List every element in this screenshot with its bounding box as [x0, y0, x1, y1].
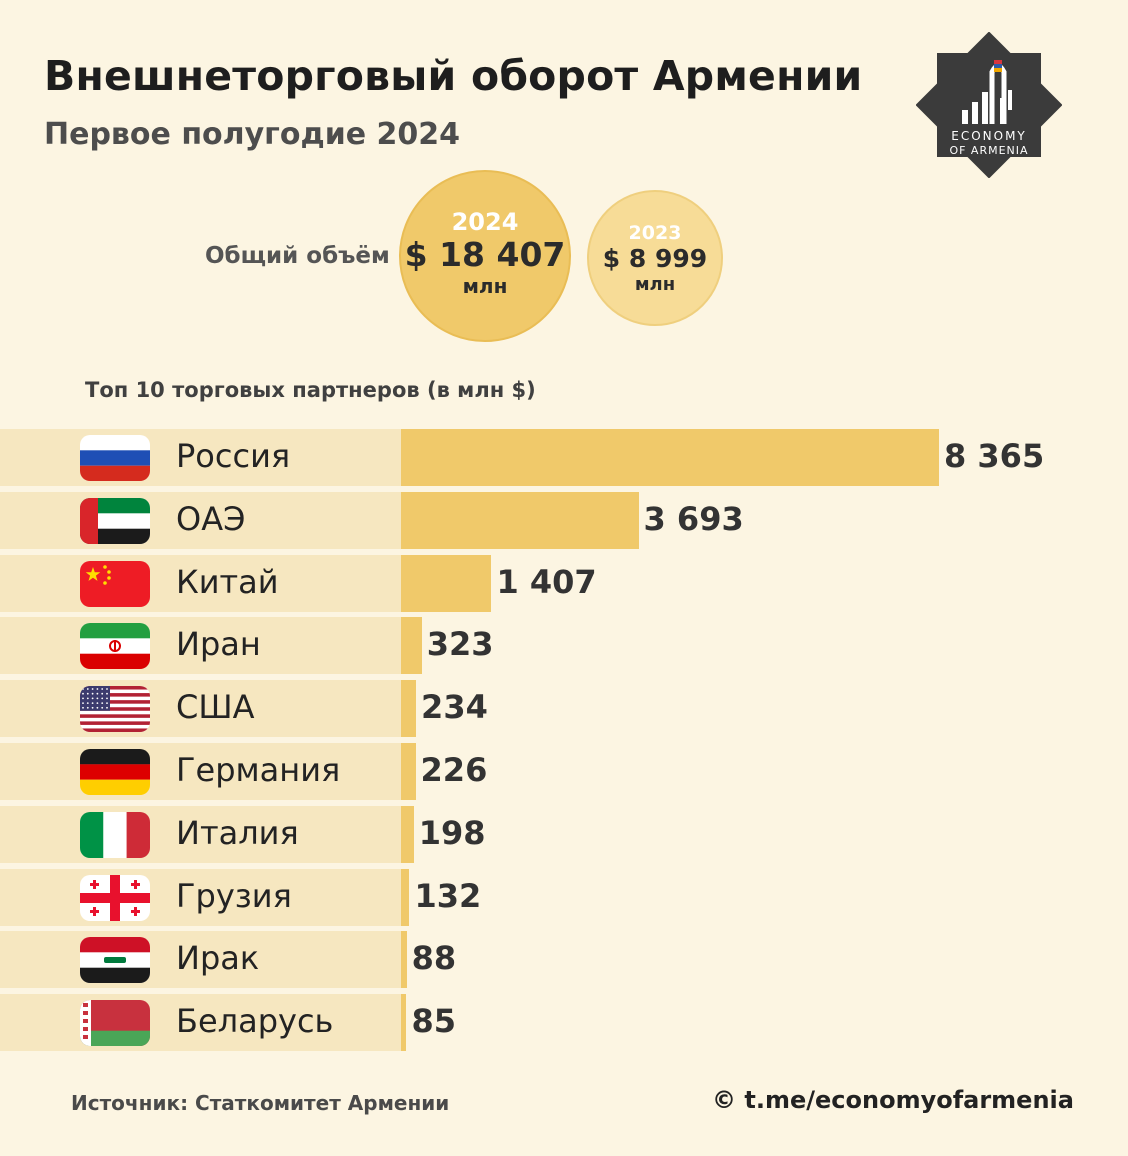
partner-row: США 234	[0, 680, 1128, 738]
belarus-flag-icon	[80, 1000, 150, 1047]
partner-row: Грузия 132	[0, 868, 1128, 926]
partner-row: ОАЭ 3 693	[0, 491, 1128, 549]
partner-row: Китай 1 407	[0, 554, 1128, 612]
partner-value-label: 3 693	[643, 499, 744, 538]
partner-row-background	[0, 931, 404, 989]
partner-value-label: 88	[411, 939, 457, 978]
logo-line2: OF ARMENIA	[949, 144, 1028, 157]
partner-bar	[401, 994, 407, 1052]
partner-row: Иран 323	[0, 617, 1128, 675]
partner-row-background	[0, 491, 404, 549]
partner-bar	[401, 805, 414, 863]
partner-country-label: Беларусь	[176, 1002, 334, 1041]
partner-value-label: 234	[421, 688, 488, 727]
source-note: Источник: Статкомитет Армении	[71, 1091, 450, 1115]
total-2023-circle: 2023 $ 8 999 млн	[587, 190, 723, 326]
partner-value-label: 226	[420, 751, 488, 789]
total-2023-year: 2023	[628, 221, 682, 244]
total-2023-value: $ 8 999	[602, 243, 708, 273]
partner-country-label: Грузия	[176, 876, 292, 915]
partner-row-background	[0, 994, 404, 1052]
partner-country-label: Германия	[176, 751, 341, 789]
uae-flag-icon	[80, 497, 150, 544]
partner-country-label: Иран	[176, 625, 261, 664]
partner-bar	[401, 680, 417, 738]
iran-flag-icon	[80, 623, 150, 670]
partner-row-background	[0, 554, 404, 612]
russia-flag-icon	[80, 435, 150, 481]
partner-row-background	[0, 429, 404, 486]
total-2024-unit: млн	[462, 274, 508, 298]
partner-row: Ирак 88	[0, 931, 1128, 989]
partner-value-label: 1 407	[496, 562, 597, 601]
partner-value-label: 85	[411, 1002, 456, 1041]
partner-bar	[401, 868, 410, 926]
partner-row: Беларусь 85	[0, 994, 1128, 1052]
total-2024-value: $ 18 407	[404, 235, 566, 274]
partner-row: Россия 8 365	[0, 429, 1128, 486]
partner-country-label: Италия	[176, 813, 299, 852]
partner-country-label: Китай	[176, 562, 279, 601]
partner-row-background	[0, 805, 404, 863]
usa-flag-icon	[80, 686, 150, 733]
china-flag-icon	[80, 560, 150, 607]
partner-row: Италия 198	[0, 805, 1128, 863]
chart-title: Топ 10 торговых партнеров (в млн $)	[85, 378, 536, 402]
georgia-flag-icon	[80, 874, 150, 921]
partner-value-label: 323	[426, 625, 494, 664]
partner-bar	[401, 931, 407, 989]
total-2024-circle: 2024 $ 18 407 млн	[399, 170, 571, 342]
partner-country-label: Ирак	[176, 939, 260, 978]
total-2024-year: 2024	[451, 208, 519, 236]
partner-value-label: 198	[418, 813, 486, 852]
logo-line1: ECONOMY	[951, 129, 1027, 143]
partner-bar	[401, 429, 939, 486]
iraq-flag-icon	[80, 937, 150, 984]
partner-country-label: США	[176, 688, 255, 727]
partner-row-background	[0, 868, 404, 926]
partner-value-label: 132	[414, 876, 482, 915]
partner-country-label: Россия	[176, 437, 291, 475]
partner-row-background	[0, 680, 404, 738]
page-subtitle: Первое полугодие 2024	[44, 117, 461, 152]
partner-country-label: ОАЭ	[176, 499, 246, 538]
partner-row-background	[0, 617, 404, 675]
partner-value-label: 8 365	[944, 437, 1045, 475]
page-title: Внешнеторговый оборот Армении	[44, 52, 863, 100]
partner-row: Германия 226	[0, 743, 1128, 800]
partner-bar	[401, 743, 416, 800]
partner-bar	[401, 491, 639, 549]
total-volume-label: Общий объём	[205, 243, 390, 269]
total-2023-unit: млн	[634, 273, 676, 295]
germany-flag-icon	[80, 749, 150, 795]
channel-credit-link[interactable]: © t.me/economyofarmenia	[712, 1086, 1074, 1114]
economy-of-armenia-logo-icon: ECONOMY OF ARMENIA	[915, 31, 1063, 179]
partner-bar	[401, 617, 422, 675]
partner-bar	[401, 554, 492, 612]
italy-flag-icon	[80, 811, 150, 858]
partner-row-background	[0, 743, 404, 800]
top-partners-bar-chart: Россия 8 365 ОАЭ 3 693 Китай 1 407 Иран 323 США 2…	[0, 429, 1128, 1053]
